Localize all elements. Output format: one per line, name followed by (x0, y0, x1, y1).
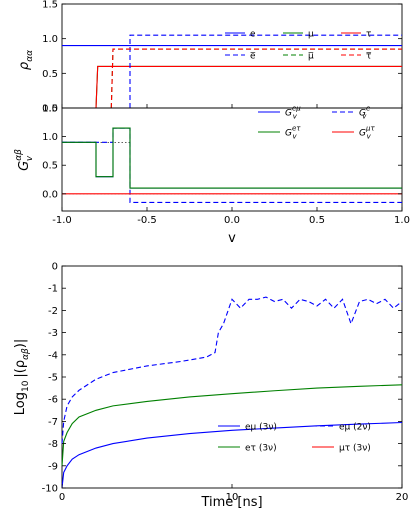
panel-3-series-2 (61, 384, 403, 466)
panel-3-xtick-label-0: 0 (59, 492, 65, 503)
panel-3-ylabel-end: )| (13, 339, 28, 348)
panel-2-legend-g-1: G (359, 109, 366, 119)
panel-1-legend-label-5: τ̅ (366, 52, 372, 62)
panel-1-legend-label-3: e̅ (250, 52, 256, 62)
panel-1-legend-label-2: τ (366, 30, 371, 40)
panel-3-ytick-label-8: -2 (48, 306, 58, 317)
panel-2-xtick-label-0: -1.0 (52, 215, 72, 226)
panel-1-legend-label-4: μ̅ (308, 52, 314, 62)
panel-2-legend-g-0: G (285, 109, 292, 119)
panel-1-ytick-label-3: 1.5 (42, 0, 58, 11)
panel-1-ylabel-main: ρ (17, 61, 32, 70)
panel-2-x-ticks: -1.0 -0.5 0.0 0.5 1.0 (52, 207, 410, 226)
panel-1-series-1 (95, 65, 402, 109)
panel-2-ytick-label-2: 1.0 (42, 132, 58, 143)
panel-1-ylabel-sub: αα (25, 50, 35, 62)
panel-g-coherence: 0.00.51.01.5 -1.0 -0.5 0.0 0.5 1.0 Gαβv v Ge… (14, 104, 410, 247)
panel-2-ylabel-main: G (17, 161, 32, 171)
panel-3-ylabel-abs-sub: αβ (21, 348, 31, 360)
panel-3-series (61, 296, 403, 489)
panel-1-legend-label-1: μ (308, 30, 314, 40)
panel-1-ylabel: ραα (17, 50, 35, 70)
panel-3-legend-label-0: eμ (3ν) (245, 423, 277, 433)
panel-3-xtick-label-2: 20 (396, 492, 409, 503)
panel-3-ylabel: Log10 |(ραβ)| (13, 339, 31, 416)
panel-3-legend-label-3: μτ (3ν) (339, 444, 371, 454)
panel-3-series-1 (61, 296, 403, 444)
panel-3-ytick-label-2: -8 (48, 439, 58, 450)
panel-2-legend-g-3: G (359, 129, 366, 139)
panel-2-xtick-label-3: 0.5 (309, 215, 325, 226)
panel-3-ytick-label-5: -5 (48, 373, 58, 384)
panel-3-series-0 (61, 421, 403, 489)
panel-3-ytick-label-9: -1 (48, 284, 58, 295)
panel-2-legend-g-2: G (285, 129, 292, 139)
panel-3-legend-label-1: eμ (2ν) (339, 423, 371, 433)
panel-1-series-4 (110, 48, 402, 109)
panel-1-series (62, 34, 402, 109)
panel-2-ytick-label-3: 1.5 (42, 104, 58, 115)
panel-2-legend-label-0: Geμ v (285, 105, 301, 121)
panel-3-ytick-label-4: -6 (48, 395, 58, 406)
panel-2-xtick-label-2: 0.0 (224, 215, 240, 226)
panel-2-xlabel: v (228, 231, 236, 246)
panel-3-ytick-label-1: -9 (48, 461, 58, 472)
panel-1-series-3 (129, 34, 402, 108)
panel-2-series (62, 127, 402, 203)
panel-3-ytick-label-6: -4 (48, 350, 58, 361)
panel-2-legend-sub-1: v (362, 113, 367, 121)
panel-2-legend-sub-2: v (293, 133, 298, 141)
panel-2-ylabel-sub: v (25, 155, 35, 161)
panel-log-rho: -10-9-8-7-6-5-4-3-2-10 0 10 20 Log10|(ραβ)… (13, 262, 408, 511)
panel-3-ylabel-base: 10 (21, 380, 31, 392)
panel-2-legend-sup-2: eτ (292, 125, 301, 133)
panel-2-ylabel: Gαβv (14, 149, 35, 171)
panel-1-series-5 (110, 48, 402, 109)
panel-1-legend-label-0: e (250, 30, 256, 40)
panel-1-ytick-label-0: 0.0 (42, 104, 58, 115)
panel-3-ytick-label-10: 0 (52, 262, 58, 273)
panel-2-xtick-label-4: 1.0 (394, 215, 410, 226)
panel-1-ytick-label-1: 0.5 (42, 69, 58, 80)
panel-3-legend-label-2: eτ (3ν) (245, 444, 277, 454)
panel-2-ytick-label-1: 0.5 (42, 161, 58, 172)
panel-3-ytick-label-0: -10 (42, 484, 58, 495)
panel-3-ytick-label-3: -7 (48, 417, 58, 428)
panel-3-xtick-label-1: 10 (226, 492, 239, 503)
panel-1-y-ticks: 0.0 0.5 1.0 1.5 (42, 0, 403, 115)
panel-2-xtick-label-1: -0.5 (137, 215, 157, 226)
panel-3-xlabel: Time [ns] (200, 495, 262, 510)
panel-1-series-2 (95, 65, 402, 109)
panel-3-ylabel-abs: |(ρ (13, 360, 28, 378)
panel-2-legend-sub-3: v (367, 133, 372, 141)
panel-2-legend-sub-0: v (293, 113, 298, 121)
panel-2-legend-sup-0: eμ (292, 105, 301, 113)
panel-2-legend-label-1: Ge v (359, 105, 370, 121)
panel-2-legend-sup-3: μτ (365, 125, 375, 133)
panel-3-ytick-label-7: -3 (48, 328, 58, 339)
panel-3-legend: eμ (3ν) eμ (2ν) eτ (3ν) μτ (3ν) (218, 423, 371, 454)
panel-3-ylabel-log: Log (13, 392, 28, 415)
panel-2-series-2 (62, 127, 402, 189)
panel-2-ytick-label-0: 0.0 (42, 189, 58, 200)
panel-1-legend: e μ τ e̅ μ̅ τ̅ (225, 30, 372, 62)
panel-1-ytick-label-2: 1.0 (42, 34, 58, 45)
panel-2-legend-sup-1: e (366, 105, 370, 113)
panel-3-y-ticks: -10-9-8-7-6-5-4-3-2-10 (42, 262, 402, 495)
panel-3-x-ticks: 0 10 20 (59, 484, 409, 503)
panel-rho-diagonal: 0.00.51.01.5 ραα e μ τe̅ μ̅ τ̅ (17, 0, 403, 115)
panel-2-ylabel-sup: αβ (14, 149, 24, 161)
panel-2-legend-label-3: Gμτ v (359, 125, 375, 141)
panel-2-legend-label-2: Geτ v (285, 125, 301, 141)
panel-2-y-ticks: 0.0 0.5 1.0 1.5 (42, 104, 402, 200)
